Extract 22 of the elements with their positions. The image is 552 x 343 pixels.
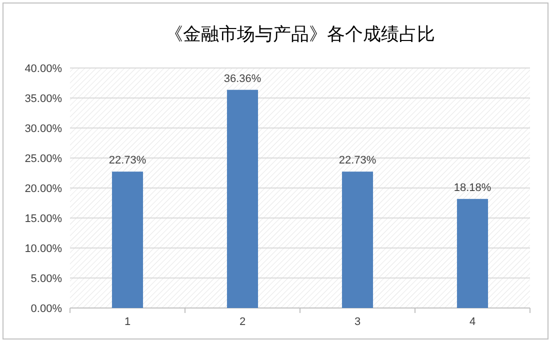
y-tick-label: 10.00% <box>24 243 62 255</box>
x-tick-label: 1 <box>124 316 131 328</box>
data-label: 18.18% <box>454 182 492 194</box>
bar <box>112 172 144 308</box>
y-tick-label: 30.00% <box>24 123 62 135</box>
data-label: 22.73% <box>108 154 146 167</box>
data-label: 22.73% <box>338 154 376 167</box>
x-tick-label: 4 <box>469 316 476 328</box>
y-tick-label: 25.00% <box>24 153 62 165</box>
y-tick-label: 5.00% <box>30 273 62 285</box>
x-tick-label: 3 <box>354 316 361 328</box>
y-tick-label: 15.00% <box>24 213 62 225</box>
bar <box>456 198 488 308</box>
y-tick-label: 40.00% <box>24 63 62 75</box>
bar <box>226 90 258 308</box>
y-tick-label: 20.00% <box>24 183 62 195</box>
y-tick-label: 35.00% <box>24 93 62 105</box>
data-label: 36.36% <box>224 72 262 85</box>
chart-title: 《金融市场与产品》各个成绩占比 <box>165 24 435 44</box>
x-tick-label: 2 <box>239 316 246 328</box>
bar <box>342 172 374 308</box>
y-tick-label: 0.00% <box>30 303 62 315</box>
